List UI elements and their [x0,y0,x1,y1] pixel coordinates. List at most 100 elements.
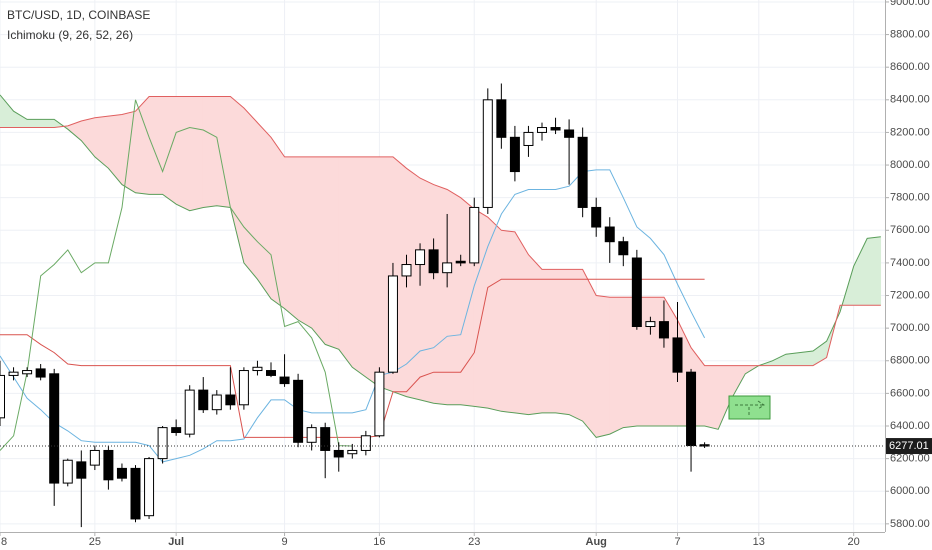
cloud-fill [311,156,326,346]
candle-body [130,467,141,520]
y-tick-label: 5800.00 [890,518,930,530]
y-tick-label: 9000.00 [890,0,930,8]
candle-body [225,394,236,406]
cloud-fill [501,229,516,414]
candle-body [591,206,602,228]
cloud-fill [582,269,597,439]
cloud-fill [704,365,719,430]
cloud-fill [406,167,421,401]
cloud-fill [799,350,814,366]
candle-body [374,371,385,437]
y-tick-label: 7400.00 [890,257,930,269]
y-tick-label: 7600.00 [890,224,930,236]
candle-body [347,449,358,455]
y-tick-label: 8000.00 [890,159,930,171]
last-price-label: 6277.01 [889,440,929,452]
x-tick-label: 9 [281,536,287,548]
cloud-fill [270,136,285,310]
cloud-fill [595,295,611,438]
cloud-fill [419,177,434,404]
candle-body [699,444,710,447]
cloud-fill [866,236,882,306]
cloud-fill [189,96,204,212]
cloud-fill [162,96,177,205]
candle-body [415,249,426,266]
candle-body [0,374,5,419]
span-a-line [0,94,881,438]
candle-body [89,449,100,466]
y-tick-label: 8600.00 [890,61,930,73]
candle-body [577,136,588,208]
indicator-line [0,278,705,438]
candle-body [523,131,534,146]
candle-body [8,371,19,376]
cloud-fill [338,156,353,369]
cloud-fill [40,119,55,128]
cloud-fill [365,156,380,388]
indicator-label: Ichimoku (9, 26, 52, 26) [7,28,133,42]
candle-body [550,127,561,131]
cloud-fill [324,156,340,350]
candle-body [645,321,656,328]
cloud-fill [243,107,258,281]
candle-body [157,427,168,460]
plot-area [0,83,885,528]
cloud-fill [555,269,570,415]
candle-body [496,99,507,138]
candle-body [22,370,33,375]
candle-body [401,264,412,277]
candle-body [360,435,371,451]
candle-body [387,275,398,373]
candle-body [537,127,547,133]
drawing-tool [728,395,771,420]
cloud-fill [257,121,272,300]
candle-body [171,427,182,434]
cloud-fill [541,269,556,414]
candle-body [266,370,276,376]
candle-body [631,257,642,328]
candle-body [293,379,304,443]
cloud-fill [175,96,190,212]
cloud-fill [487,216,502,412]
cloud-fill [148,96,163,195]
last-price-box [886,438,932,455]
indicator-line [0,99,353,451]
candle-body [482,99,493,208]
candle-body [306,427,317,443]
candle-body [62,459,73,484]
candle-body [144,458,155,517]
candle-body [211,394,222,411]
y-tick-label: 6800.00 [890,355,930,367]
x-tick-label: Aug [586,536,607,548]
candle-body [333,449,344,458]
candle-body [76,461,87,479]
y-tick-label: 6200.00 [890,453,930,465]
candle-body [686,371,697,447]
candle-body [618,241,629,256]
y-tick-label: 7800.00 [890,192,930,204]
cloud-fill [351,156,367,378]
x-tick-label: 16 [373,536,385,548]
candle-body [103,449,114,481]
cloud-fill [514,230,529,415]
cloud-fill [650,296,665,427]
x-tick-label: 8 [1,536,7,548]
y-tick-label: 7200.00 [890,289,930,301]
cloud-fill [609,296,624,435]
cloud-fill [297,156,312,329]
y-tick-label: 6400.00 [890,420,930,432]
x-tick-label: 13 [753,536,765,548]
candle-body [672,337,683,373]
candle-body [428,249,439,274]
cloud-fill [135,95,150,195]
candle-body [320,427,331,451]
span-b-line [0,96,881,367]
x-tick-label: Jul [168,536,184,548]
projection-arrow [735,400,765,415]
x-tick-label: 25 [89,536,101,548]
candle-body [252,366,263,372]
candle-body [198,389,209,411]
candle-body [238,370,249,406]
